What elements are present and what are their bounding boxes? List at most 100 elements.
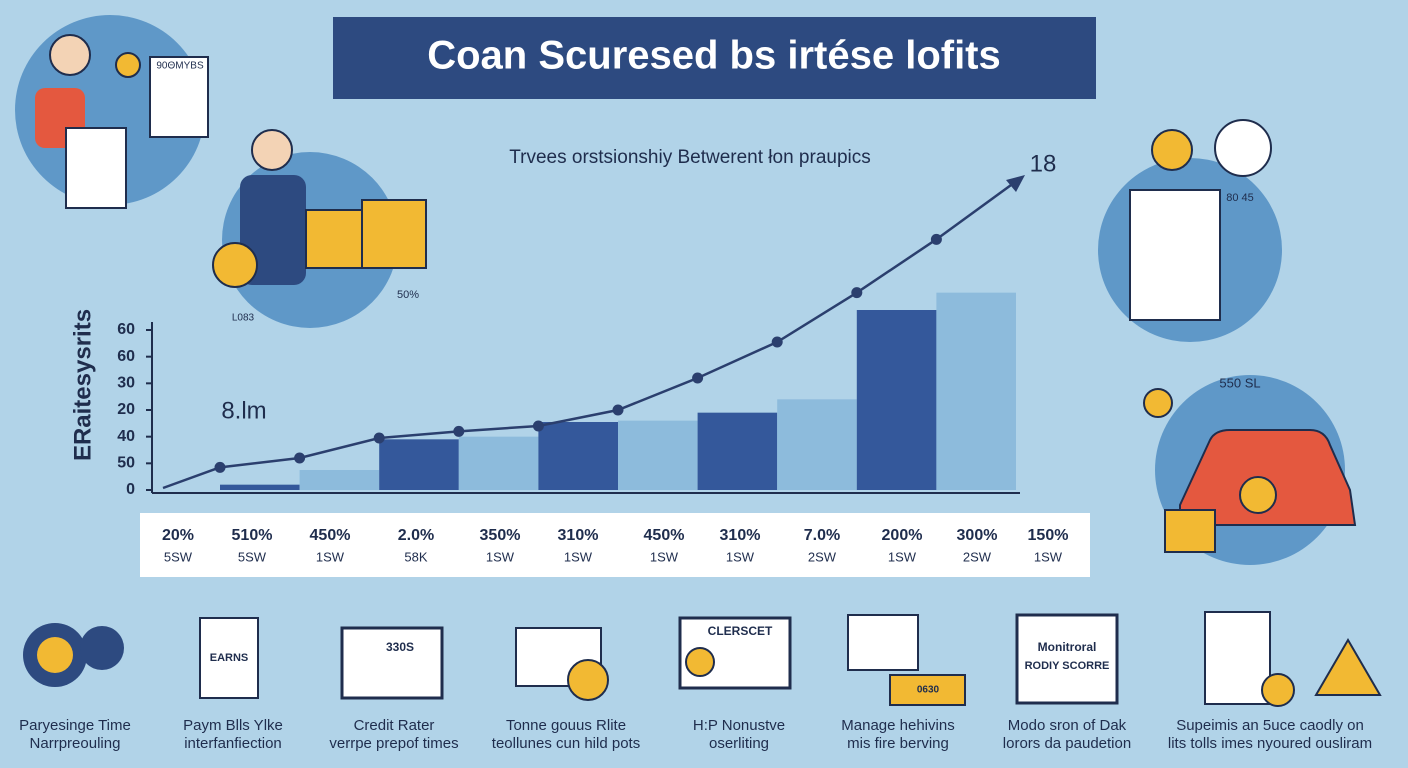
stat-value: 200% — [882, 527, 923, 544]
caption: Paym Blls Ylke — [183, 717, 283, 734]
coins — [1164, 509, 1216, 553]
bar — [697, 412, 778, 490]
icon-text: L083 — [232, 313, 255, 324]
coin — [1143, 388, 1173, 418]
caption: Credit Rater — [354, 717, 435, 734]
board — [847, 614, 919, 671]
point — [851, 287, 863, 299]
coin — [1239, 476, 1277, 514]
caption: Tonne gouus Rlite — [506, 717, 626, 734]
arrow-head — [1006, 175, 1025, 192]
clipboard — [1129, 189, 1221, 321]
stat-label: 58K — [404, 549, 427, 564]
stats: 20% 5SW 510% 5SW 450% 1SW 2.0% 58K 350% 1SW 310% 1S… — [162, 527, 1068, 564]
point — [692, 372, 704, 384]
bar — [299, 470, 380, 490]
line — [219, 238, 938, 469]
stat-value: 7.0% — [804, 527, 840, 544]
stat-value: 20% — [162, 527, 194, 544]
icon-text: 550 SL — [1219, 375, 1260, 390]
y-tick-label: 20 — [117, 401, 135, 418]
document — [1204, 611, 1271, 705]
icon-text: 50% — [397, 289, 419, 301]
y-tick-label: 30 — [117, 375, 135, 392]
point — [373, 432, 385, 444]
stat-label: 1SW — [486, 549, 515, 564]
stat-value: 310% — [558, 527, 599, 544]
caption: lorors da paudetion — [1003, 735, 1131, 752]
percent-badge — [1261, 673, 1295, 707]
point — [612, 404, 624, 416]
icon-text: 0630 — [917, 685, 940, 696]
bar — [538, 422, 618, 490]
annotation: 8.lm — [221, 397, 266, 424]
bottom-icons — [23, 611, 1382, 707]
title: Coan Scuresed bs irtése lofits — [427, 34, 1001, 78]
title-box — [333, 17, 1096, 99]
bar — [936, 292, 1016, 490]
stat-label: 1SW — [316, 549, 345, 564]
caption: Narrpreouling — [30, 735, 121, 752]
caption: Paryesinge Time — [19, 717, 131, 734]
bar — [458, 436, 539, 490]
icon-text: EARNS — [210, 652, 249, 664]
stat-value: 510% — [232, 527, 273, 544]
icon-text: 80 45 — [1226, 192, 1254, 204]
stat-label: 1SW — [1034, 549, 1063, 564]
caption: interfanfiection — [184, 735, 282, 752]
y-tick-label: 60 — [117, 321, 135, 338]
coin — [212, 242, 258, 288]
stat-value: 2.0% — [398, 527, 434, 544]
bar — [618, 420, 698, 490]
caption: Modo sron of Dak — [1008, 717, 1127, 734]
caption: teollunes cun hild pots — [492, 735, 640, 752]
stat-label: 2SW — [963, 549, 992, 564]
warning — [1314, 638, 1382, 696]
coin — [115, 52, 141, 78]
calendar — [1015, 613, 1119, 705]
stat-value: 350% — [480, 527, 521, 544]
coin — [1151, 129, 1193, 171]
stat-value: 450% — [644, 527, 685, 544]
stat-label: 1SW — [650, 549, 679, 564]
illustrations — [15, 15, 1357, 565]
caption: oserliting — [709, 735, 769, 752]
desk — [889, 674, 966, 706]
document — [149, 56, 209, 138]
stat-label: 1SW — [726, 549, 755, 564]
caption: mis fire berving — [847, 735, 949, 752]
bar — [379, 439, 459, 490]
caption: verrpe prepof times — [329, 735, 458, 752]
y-tick-label: 40 — [117, 428, 135, 445]
stat-value: 450% — [310, 527, 351, 544]
gear — [80, 626, 124, 670]
point — [532, 420, 544, 432]
caption: lits tolls imes nyoured ousliram — [1168, 735, 1372, 752]
document — [199, 617, 259, 699]
icon-text: 90ΘMYBS — [156, 61, 204, 72]
point — [453, 425, 465, 437]
point — [930, 233, 942, 245]
coin — [37, 637, 73, 673]
bar — [777, 399, 857, 490]
stat-label: 1SW — [888, 549, 917, 564]
coins — [361, 199, 427, 269]
stat-value: 300% — [957, 527, 998, 544]
subtitle: Trvees orstsionshiy Betwerent łon praupi… — [509, 147, 871, 168]
annotation: 18 — [1030, 150, 1057, 177]
coins — [305, 209, 365, 269]
stat-value: 150% — [1028, 527, 1069, 544]
stat-label: 2SW — [808, 549, 837, 564]
point — [214, 461, 226, 473]
lock-bubble — [1214, 119, 1272, 177]
icon-text: Monitroral — [1038, 640, 1097, 654]
icon-text: CLERSCET — [708, 624, 773, 638]
bar — [856, 310, 937, 490]
coin — [685, 647, 715, 677]
stat-label: 5SW — [164, 549, 193, 564]
document — [65, 127, 127, 209]
head — [49, 34, 91, 76]
